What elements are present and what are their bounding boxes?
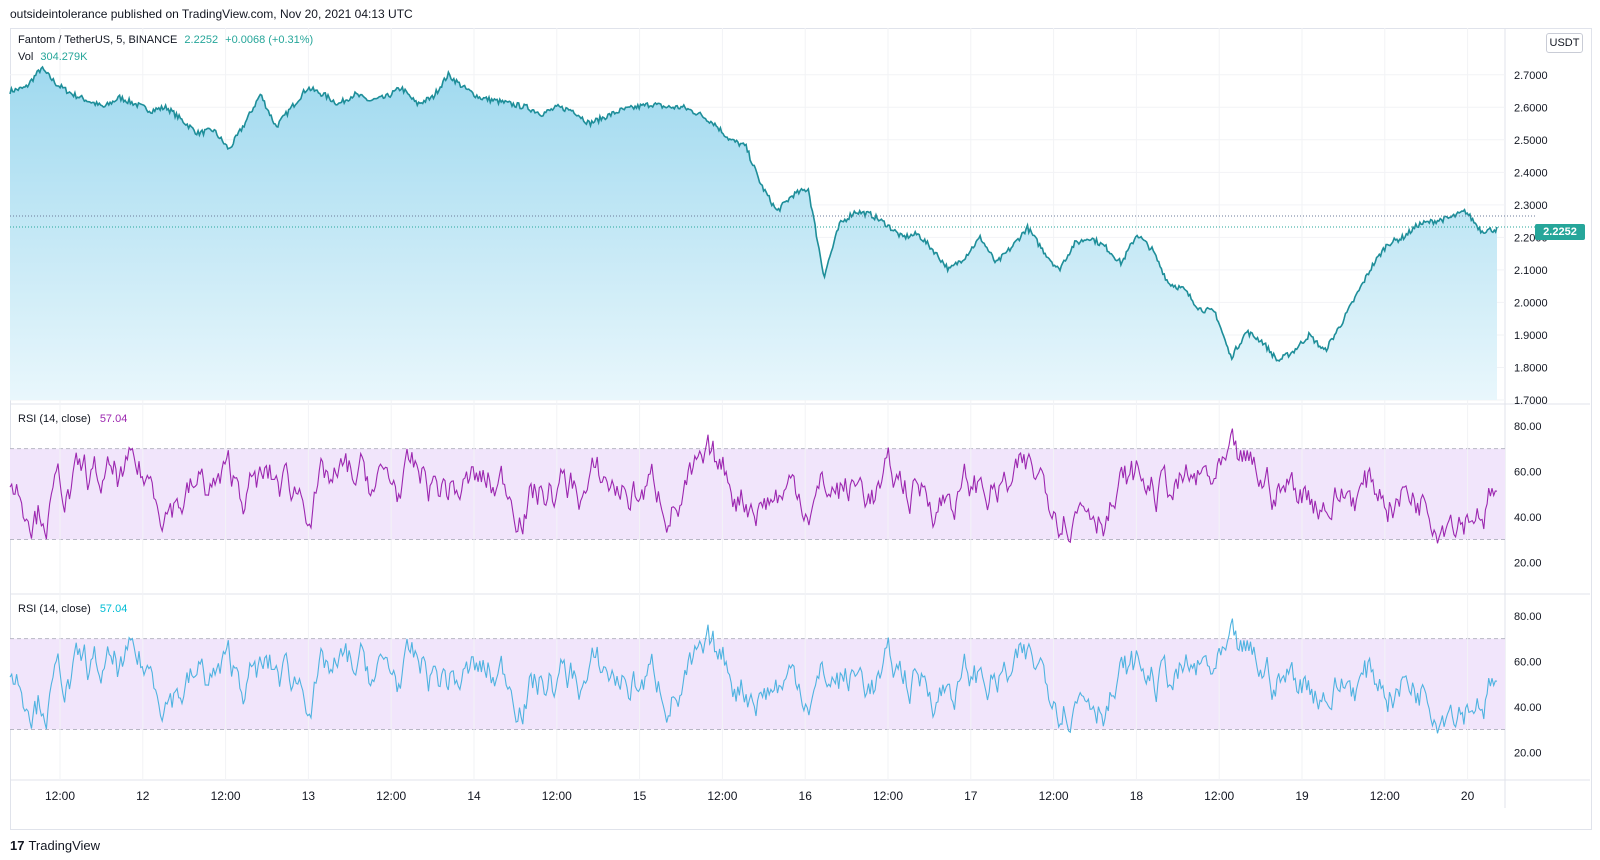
price-tick-label: 2.6000: [1514, 102, 1548, 114]
time-tick-label: 12: [136, 789, 150, 803]
rsi1-label: RSI (14, close): [18, 413, 91, 425]
rsi2-label: RSI (14, close): [18, 603, 91, 615]
symbol-legend: Fantom / TetherUS, 5, BINANCE 2.2252 +0.…: [18, 34, 313, 46]
tradingview-mark-icon: 17: [10, 838, 25, 853]
rsi1-line: [9, 428, 1498, 544]
price-tick-label: 2.0000: [1514, 297, 1548, 309]
rsi1-value: 57.04: [99, 413, 128, 425]
price-tick-label: 2.7000: [1514, 70, 1548, 82]
rsi1-tick-label: 20.00: [1514, 557, 1542, 569]
time-tick-label: 12:00: [211, 789, 241, 803]
volume-value: 304.279K: [40, 51, 88, 63]
time-tick-label: 12:00: [1204, 789, 1234, 803]
rsi2-tick-label: 80.00: [1514, 611, 1542, 623]
price-tick-label: 1.8000: [1514, 362, 1548, 374]
tradingview-logo-text: TradingView: [28, 838, 101, 853]
time-tick-label: 12:00: [1039, 789, 1069, 803]
time-tick-label: 12:00: [1370, 789, 1400, 803]
time-tick-label: 12:00: [707, 789, 737, 803]
time-tick-label: 15: [633, 789, 647, 803]
rsi1-legend: RSI (14, close) 57.04: [18, 413, 127, 425]
rsi1-band: [10, 448, 1505, 540]
rsi2-tick-label: 60.00: [1514, 656, 1542, 668]
price-tick-label: 2.4000: [1514, 167, 1548, 179]
time-tick-label: 17: [964, 789, 978, 803]
volume-legend: Vol 304.279K: [18, 51, 87, 63]
rsi2-legend: RSI (14, close) 57.04: [18, 603, 127, 615]
price-line: [9, 65, 1498, 363]
rsi2-tick-label: 40.00: [1514, 702, 1542, 714]
price-tick-label: 2.5000: [1514, 135, 1548, 147]
price-tick-label: 2.3000: [1514, 200, 1548, 212]
last-price-tag: 2.2252: [1535, 224, 1585, 240]
rsi-panel-1: [9, 428, 1498, 544]
rsi-panel-2: [9, 618, 1498, 734]
time-tick-label: 18: [1130, 789, 1144, 803]
axes: 2.70002.60002.50002.40002.30002.20002.10…: [45, 70, 1548, 803]
time-tick-label: 12:00: [45, 789, 75, 803]
rsi2-tick-label: 20.00: [1514, 747, 1542, 759]
rsi2-band: [10, 638, 1505, 730]
publish-header: outsideintolerance published on TradingV…: [10, 7, 413, 21]
price-tick-label: 1.9000: [1514, 330, 1548, 342]
time-tick-label: 16: [799, 789, 813, 803]
tradingview-logo[interactable]: 17 TradingView: [10, 838, 100, 853]
time-tick-label: 14: [467, 789, 481, 803]
time-tick-label: 19: [1295, 789, 1309, 803]
time-tick-label: 12:00: [542, 789, 572, 803]
price-tick-label: 1.7000: [1514, 395, 1548, 407]
rsi1-tick-label: 40.00: [1514, 512, 1542, 524]
time-tick-label: 20: [1461, 789, 1475, 803]
symbol-name: Fantom / TetherUS, 5, BINANCE: [18, 34, 178, 46]
price-area-fill: [10, 67, 1497, 400]
time-tick-label: 12:00: [873, 789, 903, 803]
time-tick-label: 12:00: [376, 789, 406, 803]
rsi1-tick-label: 60.00: [1514, 466, 1542, 478]
price-tick-label: 2.1000: [1514, 265, 1548, 277]
chart-frame: [10, 28, 1592, 830]
rsi2-value: 57.04: [99, 603, 128, 615]
currency-unit-button[interactable]: USDT: [1546, 33, 1583, 53]
price-change: +0.0068 (+0.31%): [225, 34, 314, 46]
time-tick-label: 13: [302, 789, 316, 803]
price-area: [9, 65, 1535, 400]
volume-label: Vol: [18, 51, 34, 63]
rsi1-tick-label: 80.00: [1514, 421, 1542, 433]
rsi2-line: [9, 618, 1498, 734]
last-price: 2.2252: [184, 34, 219, 46]
